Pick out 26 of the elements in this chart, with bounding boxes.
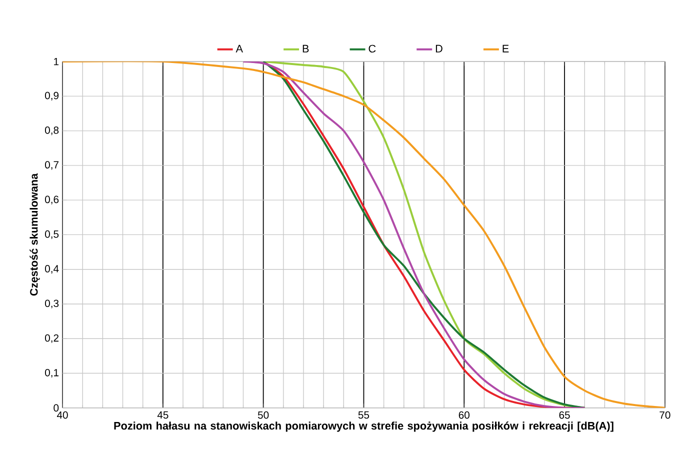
line-series [62,61,665,408]
y-tick-label: 0,2 [45,334,58,343]
y-tick-label: 0,6 [45,196,59,204]
x-tick-label: 50 [258,411,269,418]
y-tick-label: 0,7 [45,160,58,170]
x-axis-title: Poziom hałasu na stanowiskach pomiarowych w strefie spożywania posiłków i rekreacji [dB(A)] [114,421,614,432]
x-tick-label: 55 [358,411,370,418]
y-tick-label: 0,4 [45,264,59,274]
y-tick-label: 0,8 [45,126,59,135]
y-tick-label: 1 [54,58,59,65]
y-tick-label: 0,9 [45,92,59,100]
legend-label: D [436,44,442,52]
legend-label: C [368,44,376,52]
legend-label: A [236,44,243,52]
y-tick-label: 0,1 [45,368,59,378]
y-tick-label: 0,3 [45,299,59,308]
x-tick-label: 45 [157,411,168,418]
x-tick-label: 60 [458,411,470,418]
y-tick-label: 0 [54,404,59,412]
x-tick-label: 40 [56,411,68,418]
x-tick-label: 70 [660,411,670,418]
x-tick-label: 65 [559,411,570,418]
y-axis-title: Częstość skumulowana [30,173,40,296]
legend-label: E [502,44,509,52]
y-tick-label: 0,5 [45,230,59,239]
legend-label: B [302,44,309,52]
